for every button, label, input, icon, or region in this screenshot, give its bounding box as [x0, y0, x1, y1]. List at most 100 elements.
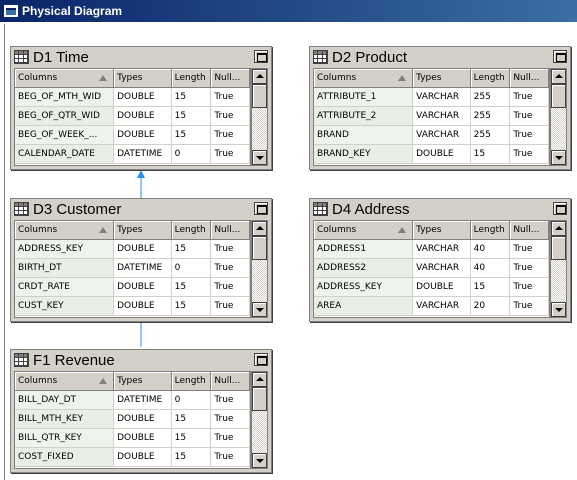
header-length[interactable]: Length: [172, 69, 212, 87]
header-length[interactable]: Length: [471, 69, 511, 87]
scroll-down-icon[interactable]: [252, 453, 267, 468]
scroll-up-icon[interactable]: [551, 69, 566, 84]
cell-column: BILL_DAY_DT: [15, 391, 115, 409]
table-row[interactable]: ADDRESS_KEY DOUBLE 15 True: [314, 278, 549, 297]
scroll-thumb[interactable]: [551, 84, 566, 108]
scroll-up-icon[interactable]: [252, 372, 267, 387]
table-d2-product[interactable]: D2 Product Columns Types Length Null... …: [309, 46, 571, 170]
table-row[interactable]: CALENDAR_DATE DATETIME 0 True: [15, 145, 250, 164]
table-row[interactable]: BILL_QTR_KEY DOUBLE 15 True: [15, 429, 250, 448]
header-types[interactable]: Types: [413, 221, 471, 239]
table-row[interactable]: BEG_OF_WEEK_... DOUBLE 15 True: [15, 126, 250, 145]
maximize-button[interactable]: [254, 353, 268, 366]
header-types[interactable]: Types: [114, 69, 172, 87]
cell-length: 15: [471, 145, 511, 163]
vertical-scrollbar[interactable]: [251, 220, 268, 318]
table-row[interactable]: COST_FIXED DOUBLE 15 True: [15, 448, 250, 467]
table-row[interactable]: AREA VARCHAR 20 True: [314, 297, 549, 316]
header-length[interactable]: Length: [471, 221, 511, 239]
table-header[interactable]: F1 Revenue: [11, 350, 271, 370]
cell-column: BILL_QTR_KEY: [15, 429, 115, 447]
header-columns[interactable]: Columns: [314, 221, 414, 239]
table-f1-revenue[interactable]: F1 Revenue Columns Types Length Null... …: [10, 349, 272, 473]
vertical-scrollbar[interactable]: [251, 371, 268, 469]
grid-header-row: Columns Types Length Null...: [314, 221, 549, 240]
table-row[interactable]: ADDRESS_KEY DOUBLE 15 True: [15, 240, 250, 259]
header-types[interactable]: Types: [114, 372, 172, 390]
header-columns[interactable]: Columns: [15, 221, 115, 239]
maximize-button[interactable]: [254, 202, 268, 215]
maximize-button[interactable]: [553, 202, 567, 215]
table-row[interactable]: ADDRESS2 VARCHAR 40 True: [314, 259, 549, 278]
scroll-down-icon[interactable]: [551, 302, 566, 317]
table-icon: [14, 202, 29, 216]
vertical-scrollbar[interactable]: [251, 68, 268, 166]
table-row[interactable]: CUST_KEY DOUBLE 15 True: [15, 297, 250, 316]
cell-column: CRDT_RATE: [15, 278, 115, 296]
table-header[interactable]: D4 Address: [310, 199, 570, 219]
table-header[interactable]: D2 Product: [310, 47, 570, 67]
table-row[interactable]: BRAND_KEY DOUBLE 15 True: [314, 145, 549, 164]
header-columns[interactable]: Columns: [15, 372, 115, 390]
scroll-up-icon[interactable]: [252, 69, 267, 84]
table-icon: [14, 50, 29, 64]
table-row[interactable]: ATTRIBUTE_2 VARCHAR 255 True: [314, 107, 549, 126]
table-d1-time[interactable]: D1 Time Columns Types Length Null... BEG…: [10, 46, 272, 170]
table-header[interactable]: D1 Time: [11, 47, 271, 67]
table-row[interactable]: BILL_DAY_DT DATETIME 0 True: [15, 391, 250, 410]
columns-grid[interactable]: Columns Types Length Null... ADDRESS1 VA…: [313, 220, 550, 318]
cell-length: 15: [172, 240, 212, 258]
header-nullable[interactable]: Null...: [211, 221, 250, 239]
cell-column: COST_FIXED: [15, 448, 115, 466]
table-d3-customer[interactable]: D3 Customer Columns Types Length Null...…: [10, 198, 272, 322]
columns-grid[interactable]: Columns Types Length Null... ADDRESS_KEY…: [14, 220, 251, 318]
cell-length: 15: [172, 448, 212, 466]
header-columns[interactable]: Columns: [314, 69, 414, 87]
cell-nullable: True: [510, 107, 549, 125]
table-row[interactable]: BEG_OF_MTH_WID DOUBLE 15 True: [15, 88, 250, 107]
header-columns[interactable]: Columns: [15, 69, 115, 87]
columns-grid[interactable]: Columns Types Length Null... ATTRIBUTE_1…: [313, 68, 550, 166]
cell-type: DOUBLE: [114, 126, 172, 144]
header-nullable[interactable]: Null...: [211, 372, 250, 390]
cell-column: ATTRIBUTE_2: [314, 107, 414, 125]
table-row[interactable]: BRAND VARCHAR 255 True: [314, 126, 549, 145]
header-types[interactable]: Types: [114, 221, 172, 239]
table-row[interactable]: BILL_MTH_KEY DOUBLE 15 True: [15, 410, 250, 429]
scroll-down-icon[interactable]: [551, 150, 566, 165]
maximize-button[interactable]: [254, 50, 268, 63]
table-row[interactable]: ADDRESS1 VARCHAR 40 True: [314, 240, 549, 259]
scroll-thumb[interactable]: [252, 84, 267, 108]
maximize-button[interactable]: [553, 50, 567, 63]
cell-column: ADDRESS2: [314, 259, 414, 277]
header-types[interactable]: Types: [413, 69, 471, 87]
vertical-scrollbar[interactable]: [550, 68, 567, 166]
cell-column: CUST_KEY: [15, 297, 115, 315]
cell-nullable: True: [510, 126, 549, 144]
vertical-scrollbar[interactable]: [550, 220, 567, 318]
scroll-down-icon[interactable]: [252, 302, 267, 317]
table-row[interactable]: BEG_OF_QTR_WID DOUBLE 15 True: [15, 107, 250, 126]
header-nullable[interactable]: Null...: [510, 221, 549, 239]
scroll-thumb[interactable]: [252, 236, 267, 260]
cell-nullable: True: [211, 126, 250, 144]
header-nullable[interactable]: Null...: [510, 69, 549, 87]
grid-header-row: Columns Types Length Null...: [15, 221, 250, 240]
scroll-down-icon[interactable]: [252, 150, 267, 165]
header-length[interactable]: Length: [172, 372, 212, 390]
cell-column: CALENDAR_DATE: [15, 145, 115, 163]
table-d4-address[interactable]: D4 Address Columns Types Length Null... …: [309, 198, 571, 322]
columns-grid[interactable]: Columns Types Length Null... BILL_DAY_DT…: [14, 371, 251, 469]
cell-type: VARCHAR: [413, 259, 471, 277]
table-row[interactable]: CRDT_RATE DOUBLE 15 True: [15, 278, 250, 297]
header-nullable[interactable]: Null...: [211, 69, 250, 87]
table-row[interactable]: BIRTH_DT DATETIME 0 True: [15, 259, 250, 278]
table-row[interactable]: ATTRIBUTE_1 VARCHAR 255 True: [314, 88, 549, 107]
table-header[interactable]: D3 Customer: [11, 199, 271, 219]
scroll-thumb[interactable]: [252, 387, 267, 411]
scroll-up-icon[interactable]: [252, 221, 267, 236]
scroll-up-icon[interactable]: [551, 221, 566, 236]
header-length[interactable]: Length: [172, 221, 212, 239]
columns-grid[interactable]: Columns Types Length Null... BEG_OF_MTH_…: [14, 68, 251, 166]
scroll-thumb[interactable]: [551, 236, 566, 260]
